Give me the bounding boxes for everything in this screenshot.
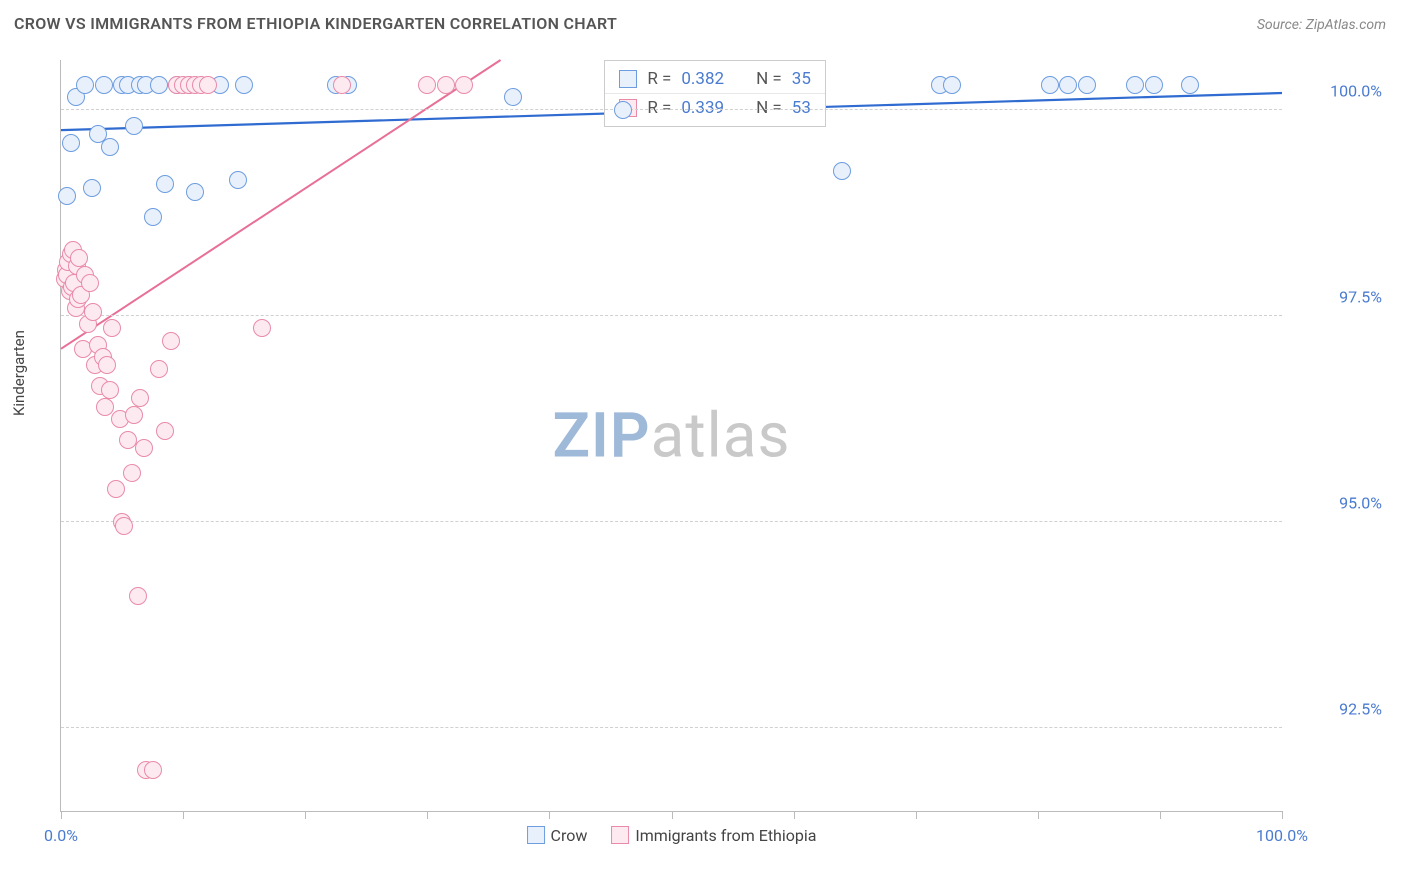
x-tick <box>916 811 917 819</box>
y-tick-label: 97.5% <box>1292 287 1382 306</box>
data-point <box>150 76 168 94</box>
data-point <box>418 76 436 94</box>
legend-n-value: 35 <box>792 69 811 89</box>
x-tick <box>427 811 428 819</box>
legend-swatch <box>527 826 545 844</box>
data-point <box>135 439 153 457</box>
data-point <box>125 406 143 424</box>
data-point <box>144 761 162 779</box>
watermark-atlas: atlas <box>651 399 791 472</box>
x-tick <box>794 811 795 819</box>
data-point <box>1041 76 1059 94</box>
legend-label: Crow <box>551 826 588 845</box>
data-point <box>81 274 99 292</box>
x-tick-label: 100.0% <box>1256 826 1308 845</box>
data-point <box>76 76 94 94</box>
data-point <box>144 208 162 226</box>
data-point <box>156 175 174 193</box>
data-point <box>83 179 101 197</box>
series-legend: Crow Immigrants from Ethiopia <box>527 826 817 845</box>
x-tick <box>1282 811 1283 819</box>
x-tick-label: 0.0% <box>44 826 78 845</box>
data-point <box>62 134 80 152</box>
legend-item: Immigrants from Ethiopia <box>611 826 816 845</box>
chart-container: Kindergarten ZIPatlas R = 0.382N = 35R =… <box>14 50 1392 862</box>
legend-item: Crow <box>527 826 588 845</box>
data-point <box>115 517 133 535</box>
data-point <box>156 422 174 440</box>
data-point <box>131 389 149 407</box>
x-tick <box>1160 811 1161 819</box>
data-point <box>70 249 88 267</box>
data-point <box>833 162 851 180</box>
plot-area: ZIPatlas R = 0.382N = 35R = 0.339N = 53 … <box>60 60 1282 812</box>
legend-swatch <box>611 826 629 844</box>
data-point <box>1145 76 1163 94</box>
data-point <box>125 117 143 135</box>
data-point <box>504 88 522 106</box>
data-point <box>186 183 204 201</box>
x-tick <box>61 811 62 819</box>
gridline-h <box>61 315 1282 316</box>
data-point <box>95 76 113 94</box>
y-tick-label: 92.5% <box>1292 700 1382 719</box>
stats-legend: R = 0.382N = 35R = 0.339N = 53 <box>604 60 826 127</box>
data-point <box>58 187 76 205</box>
data-point <box>199 76 217 94</box>
data-point <box>107 480 125 498</box>
x-tick <box>1038 811 1039 819</box>
data-point <box>333 76 351 94</box>
x-tick <box>183 811 184 819</box>
data-point <box>101 138 119 156</box>
x-tick <box>305 811 306 819</box>
data-point <box>129 587 147 605</box>
data-point <box>103 319 121 337</box>
data-point <box>123 464 141 482</box>
data-point <box>84 303 102 321</box>
watermark-zip: ZIP <box>553 399 651 472</box>
data-point <box>150 360 168 378</box>
data-point <box>1181 76 1199 94</box>
data-point <box>229 171 247 189</box>
data-point <box>235 76 253 94</box>
gridline-h <box>61 109 1282 110</box>
legend-r-label: R = <box>647 69 671 89</box>
gridline-h <box>61 521 1282 522</box>
gridline-h <box>61 727 1282 728</box>
data-point <box>437 76 455 94</box>
data-point <box>98 356 116 374</box>
data-point <box>101 381 119 399</box>
data-point <box>253 319 271 337</box>
y-tick-label: 95.0% <box>1292 494 1382 513</box>
data-point <box>1126 76 1144 94</box>
legend-label: Immigrants from Ethiopia <box>635 826 816 845</box>
legend-n-label: N = <box>756 69 782 89</box>
data-point <box>614 101 632 119</box>
x-tick <box>672 811 673 819</box>
data-point <box>1059 76 1077 94</box>
y-axis-label: Kindergarten <box>10 330 28 416</box>
data-point <box>455 76 473 94</box>
chart-title: CROW VS IMMIGRANTS FROM ETHIOPIA KINDERG… <box>14 14 617 33</box>
data-point <box>943 76 961 94</box>
watermark: ZIPatlas <box>553 399 791 472</box>
y-tick-label: 100.0% <box>1292 81 1382 100</box>
trend-line <box>61 60 501 349</box>
source-attribution: Source: ZipAtlas.com <box>1257 17 1386 33</box>
legend-r-value: 0.382 <box>681 69 724 89</box>
x-tick <box>549 811 550 819</box>
data-point <box>1078 76 1096 94</box>
data-point <box>162 332 180 350</box>
legend-swatch <box>619 70 637 88</box>
legend-row: R = 0.382 N = 35 <box>605 65 825 94</box>
